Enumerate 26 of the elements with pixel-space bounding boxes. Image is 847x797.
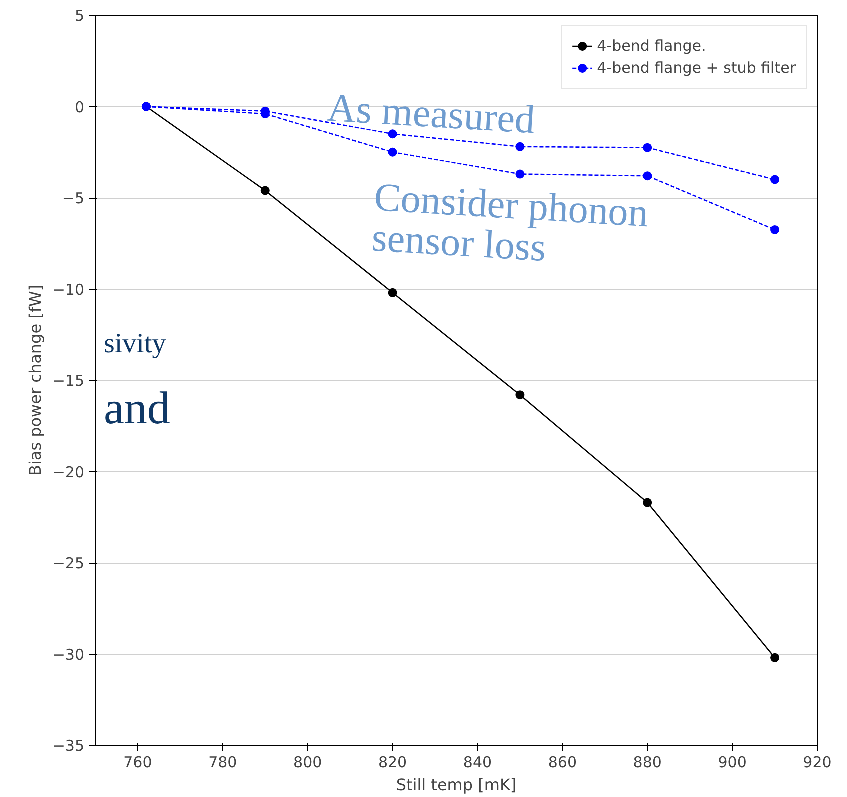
annotation: and — [104, 382, 170, 434]
y-tick-label: −35 — [52, 737, 84, 755]
x-tick-label: 800 — [294, 754, 322, 772]
y-tick-label: −25 — [52, 554, 84, 572]
x-tick-label: 880 — [633, 754, 662, 772]
y-tick-label: −5 — [62, 190, 85, 208]
y-tick-label: 0 — [74, 98, 85, 116]
y-tick-label: −10 — [52, 280, 84, 299]
x-axis-title: Still temp [mK] — [396, 776, 517, 794]
y-tick-label: −20 — [52, 463, 84, 482]
x-tick-label: 820 — [378, 754, 408, 772]
x-tick-label: 780 — [208, 754, 238, 772]
annotation: As measured — [326, 84, 536, 142]
legend-label: 4-bend flange. — [597, 37, 706, 55]
x-tick-label: 920 — [803, 754, 832, 772]
legend-label: 4-bend flange + stub filter — [597, 59, 796, 77]
y-tick-label: −15 — [52, 372, 84, 390]
annotation: sivity — [104, 328, 166, 360]
x-tick-label: 900 — [718, 754, 747, 772]
annotation: Consider phonon sensor loss — [370, 174, 650, 270]
x-tick-label: 840 — [463, 754, 492, 772]
x-tick-label: 860 — [548, 754, 577, 772]
y-tick-label: −30 — [52, 646, 84, 664]
y-tick-label: 5 — [74, 7, 85, 25]
x-tick-label: 760 — [124, 754, 152, 772]
y-axis-title: Bias power change [fW] — [26, 284, 45, 476]
